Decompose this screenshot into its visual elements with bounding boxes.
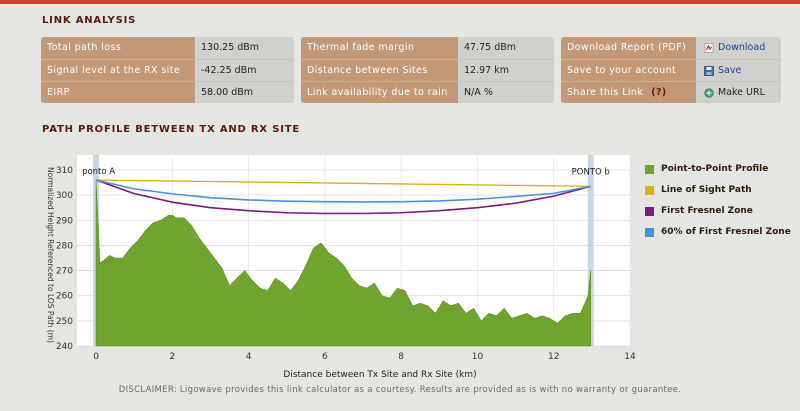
- y-tick-label: 290: [56, 216, 73, 226]
- link-metrics-panel: Total path loss 130.25 dBm Signal level …: [41, 37, 294, 103]
- y-tick-label: 270: [56, 267, 73, 277]
- y-tick-label: 300: [56, 191, 73, 201]
- terrain-area: [95, 180, 592, 347]
- share-link-label-cell: Share this Link (?): [561, 81, 696, 103]
- metric-label: Distance between Sites: [301, 59, 458, 81]
- save-account-label: Save to your account: [561, 59, 696, 81]
- metric-row: EIRP 58.00 dBm: [41, 81, 294, 103]
- fresnel-60-line: [95, 179, 591, 203]
- save-cell: Save: [696, 59, 781, 81]
- metric-value: 58.00 dBm: [195, 81, 294, 103]
- end-site-label: PONTO b: [572, 167, 610, 177]
- url-icon[interactable]: [704, 87, 714, 98]
- legend-label: Line of Sight Path: [661, 185, 752, 195]
- legend-label: First Fresnel Zone: [661, 206, 753, 216]
- x-axis-label: Distance between Tx Site and Rx Site (km…: [283, 370, 477, 380]
- action-row: Share this Link (?) Make URL: [561, 81, 781, 103]
- metric-value: 130.25 dBm: [195, 37, 294, 59]
- save-link[interactable]: Save: [718, 64, 742, 76]
- metric-row: Thermal fade margin 47.75 dBm: [301, 37, 554, 59]
- path-profile-title: PATH PROFILE BETWEEN TX AND RX SITE: [42, 124, 300, 135]
- metric-label: Thermal fade margin: [301, 37, 458, 59]
- share-help-button[interactable]: (?): [651, 87, 667, 98]
- legend-swatch: [645, 206, 654, 216]
- legend-swatch: [645, 227, 654, 237]
- legend-swatch: [645, 185, 654, 195]
- make-url-link[interactable]: Make URL: [718, 86, 765, 98]
- metric-row: Distance between Sites 12.97 km: [301, 59, 554, 81]
- pdf-icon[interactable]: [704, 43, 714, 53]
- metric-value: 12.97 km: [458, 59, 554, 81]
- download-cell: Download: [696, 37, 781, 59]
- metric-label: Signal level at the RX site: [41, 59, 195, 81]
- legend-label: Point-to-Point Profile: [661, 164, 769, 174]
- download-report-label: Download Report (PDF): [561, 37, 696, 59]
- y-tick-label: 240: [56, 342, 73, 352]
- link-margin-panel: Thermal fade margin 47.75 dBm Distance b…: [301, 37, 554, 103]
- legend-label: 60% of First Fresnel Zone: [661, 227, 791, 237]
- x-tick-label: 14: [624, 352, 636, 362]
- link-analysis-title: LINK ANALYSIS: [42, 15, 137, 26]
- legend-profile: Point-to-Point Profile: [645, 164, 768, 174]
- x-tick-label: 10: [472, 352, 484, 362]
- metric-value: 47.75 dBm: [458, 37, 554, 59]
- metric-label: Total path loss: [41, 37, 195, 59]
- y-axis-label: Normalized Height Referenced to LOS Path…: [46, 167, 55, 343]
- top-accent-bar: [0, 0, 800, 4]
- fresnel-line: [95, 179, 591, 215]
- download-link[interactable]: Download: [718, 42, 766, 53]
- metric-label: Link availability due to rain: [301, 81, 458, 103]
- x-tick-label: 8: [398, 352, 404, 362]
- x-tick-label: 2: [169, 352, 175, 362]
- share-cell: Make URL: [696, 81, 781, 103]
- y-tick-label: 310: [56, 166, 73, 176]
- x-tick-label: 4: [246, 352, 252, 362]
- x-tick-label: 0: [93, 352, 99, 362]
- legend-fresnel-60: 60% of First Fresnel Zone: [645, 227, 791, 237]
- y-tick-label: 250: [56, 317, 73, 327]
- legend-los: Line of Sight Path: [645, 185, 752, 195]
- start-site-label: ponto A: [82, 167, 115, 177]
- metric-row: Signal level at the RX site -42.25 dBm: [41, 59, 294, 81]
- metric-row: Total path loss 130.25 dBm: [41, 37, 294, 59]
- metric-row: Link availability due to rain N/A %: [301, 81, 554, 103]
- metric-value: N/A %: [458, 81, 554, 103]
- y-tick-label: 280: [56, 241, 73, 251]
- legend-fresnel: First Fresnel Zone: [645, 206, 753, 216]
- x-tick-label: 6: [322, 352, 328, 362]
- action-row: Download Report (PDF) Download: [561, 37, 781, 59]
- metric-label: EIRP: [41, 81, 195, 103]
- los-line: [96, 179, 591, 187]
- share-link-label: Share this Link: [567, 87, 644, 98]
- metric-value: -42.25 dBm: [195, 59, 294, 81]
- action-row: Save to your account Save: [561, 59, 781, 81]
- y-tick-label: 260: [56, 292, 73, 302]
- report-actions-panel: Download Report (PDF) Download Save to y…: [561, 37, 781, 103]
- disclaimer-text: DISCLAIMER: Ligowave provides this link …: [118, 385, 682, 395]
- x-tick-label: 12: [548, 352, 559, 362]
- legend-swatch: [645, 164, 654, 174]
- save-icon[interactable]: [704, 65, 714, 76]
- rx-site-band: [587, 155, 594, 346]
